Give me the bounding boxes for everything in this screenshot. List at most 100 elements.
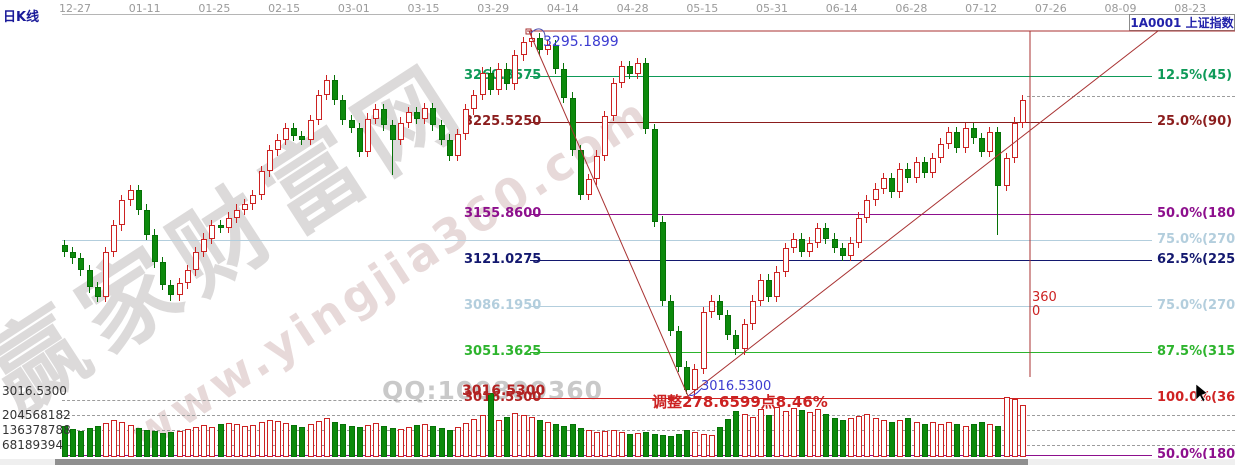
volume-axis-label: 68189394 xyxy=(2,438,64,452)
volume-bar xyxy=(62,426,68,457)
volume-bar xyxy=(602,430,608,457)
volume-bar xyxy=(381,425,387,457)
volume-bar xyxy=(340,423,346,457)
volume-bar xyxy=(889,421,895,457)
candle-body xyxy=(283,127,289,140)
candle-body xyxy=(504,68,510,85)
volume-bar xyxy=(832,417,838,457)
volume-bar xyxy=(471,419,477,457)
candle-body xyxy=(627,65,633,74)
fib-level-price-label: 3016.5300 xyxy=(464,389,542,405)
candle-body xyxy=(856,217,862,243)
scrollbar-thumb[interactable] xyxy=(55,459,1028,465)
fib-level-line xyxy=(530,305,1152,307)
candle-body xyxy=(152,234,158,263)
volume-bar xyxy=(848,417,854,457)
candle-wick xyxy=(392,119,393,176)
candle-body xyxy=(783,247,789,272)
volume-bar xyxy=(979,421,985,457)
candle-body xyxy=(987,131,993,152)
candle-body xyxy=(218,225,224,229)
volume-bar xyxy=(521,414,527,457)
date-tick-label: 01-25 xyxy=(198,2,231,15)
volume-bar xyxy=(299,426,305,457)
candle-body xyxy=(635,63,641,74)
date-tick-label: 06-14 xyxy=(825,2,858,15)
candle-body xyxy=(807,242,813,252)
volume-bar xyxy=(95,426,101,457)
candle-body xyxy=(578,150,584,196)
candle-body xyxy=(234,209,240,218)
volume-bar xyxy=(349,425,355,457)
volume-bar xyxy=(807,412,813,457)
candle-body xyxy=(373,109,379,119)
date-tick-label: 03-29 xyxy=(477,2,510,15)
bottom-price-label-red: 3016.5300 xyxy=(462,383,546,399)
volume-bar xyxy=(324,418,330,457)
volume-bar xyxy=(987,423,993,457)
fib-level-percent-label: 75.0%(270) xyxy=(1155,232,1235,248)
volume-bar xyxy=(578,427,584,457)
fib-level-line xyxy=(530,121,1152,123)
candle-body xyxy=(725,315,731,335)
volume-bar xyxy=(684,429,690,457)
candle-body xyxy=(119,200,125,226)
fib-level-price-label: 3260.3575 xyxy=(464,67,542,83)
symbol-box: 1A0001 上证指数 xyxy=(1129,14,1235,31)
fib-level-percent-label: 50.0%(180) xyxy=(1155,446,1235,462)
date-tick-label: 02-15 xyxy=(268,2,301,15)
candle-body xyxy=(308,119,314,140)
candle-body xyxy=(815,228,821,243)
candle-body xyxy=(766,279,772,297)
fib-level-line xyxy=(62,240,1152,242)
candle-body xyxy=(299,135,305,140)
date-tick-label: 12-27 xyxy=(59,2,91,15)
volume-bar xyxy=(144,430,150,457)
candle-body xyxy=(365,118,371,152)
volume-bar xyxy=(1012,398,1018,457)
fib-level-percent-label: 62.5%(225) xyxy=(1155,251,1235,267)
volume-bar xyxy=(447,429,453,457)
volume-bar xyxy=(488,393,494,457)
candle-body xyxy=(480,72,486,95)
candle-body xyxy=(447,139,453,156)
volume-bar xyxy=(881,419,887,457)
volume-bar xyxy=(611,429,617,457)
volume-bar xyxy=(823,413,829,457)
candle-body xyxy=(103,251,109,297)
candle-body xyxy=(414,112,420,119)
candle-body xyxy=(889,177,895,193)
volume-bar xyxy=(619,431,625,457)
candle-body xyxy=(979,138,985,152)
date-tick-label: 08-09 xyxy=(1104,2,1137,15)
candle-body xyxy=(930,158,936,173)
volume-bar xyxy=(316,421,322,457)
cycle-count-label: 360 0 xyxy=(1032,291,1057,319)
candle-body xyxy=(938,143,944,159)
volume-bar xyxy=(414,425,420,457)
candle-body xyxy=(742,324,748,350)
candle-body xyxy=(881,177,887,189)
volume-bar xyxy=(463,422,469,457)
candle-body xyxy=(791,238,797,248)
volume-bar xyxy=(537,419,543,457)
adjustment-annotation: 调整278.6599点8.46% xyxy=(652,393,828,411)
candle-body xyxy=(643,63,649,130)
fib-level-line xyxy=(530,351,1152,353)
candle-body xyxy=(455,134,461,156)
volume-bar xyxy=(758,408,764,457)
volume-bar xyxy=(635,432,641,457)
volume-bar xyxy=(701,434,707,457)
candle-body xyxy=(193,251,199,271)
candle-body xyxy=(177,283,183,296)
volume-gridline xyxy=(62,399,462,401)
volume-bar xyxy=(873,417,879,457)
candle-body xyxy=(668,300,674,331)
candle-body xyxy=(864,200,870,218)
candle-body xyxy=(185,270,191,284)
volume-bar xyxy=(103,423,109,457)
volume-bar xyxy=(390,427,396,457)
candle-body xyxy=(95,287,101,297)
volume-bar xyxy=(87,428,93,457)
